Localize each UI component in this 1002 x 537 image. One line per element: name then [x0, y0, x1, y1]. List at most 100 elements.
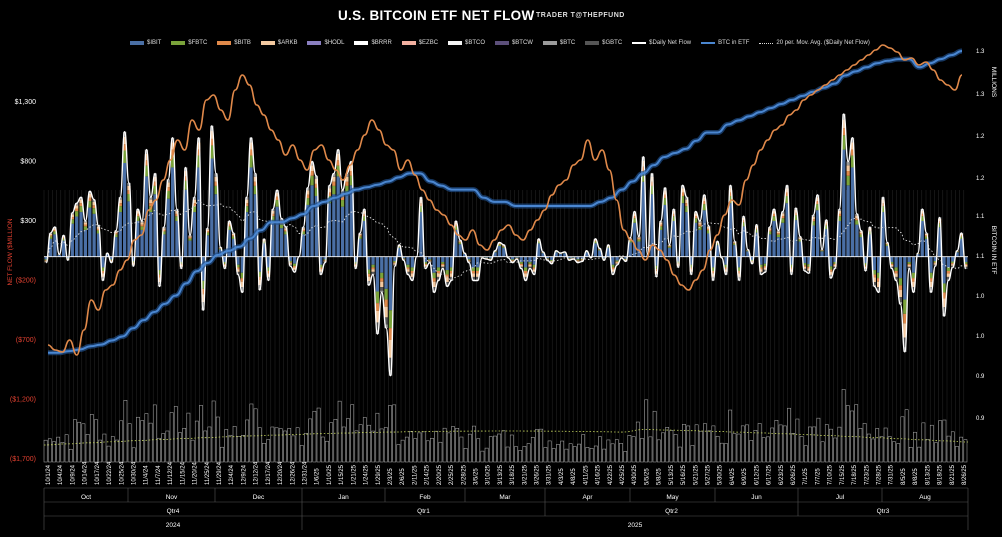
volume-bar	[934, 442, 938, 463]
flow-bar	[781, 211, 785, 214]
flow-bar	[70, 214, 74, 218]
flow-bar	[528, 263, 532, 266]
flow-bar	[924, 233, 929, 236]
flow-bar	[210, 158, 214, 257]
flow-bar	[711, 273, 715, 277]
flow-bar	[532, 271, 536, 274]
volume-bar	[434, 430, 439, 463]
flow-bar	[615, 262, 619, 264]
flow-bar	[641, 181, 645, 257]
flow-bar	[227, 226, 231, 230]
flow-bar	[693, 218, 698, 223]
flow-bar	[676, 263, 680, 265]
flow-bar	[763, 269, 767, 272]
legend-label: 20 per. Mov. Avg. ($Daily Net Flow)	[776, 40, 870, 46]
flow-bar	[384, 324, 388, 329]
flow-bar	[406, 256, 410, 265]
y2-tick-label: 0.9	[976, 374, 985, 380]
flow-bar	[367, 283, 371, 286]
flow-bar	[253, 176, 258, 182]
flow-bar	[249, 149, 253, 156]
flow-bar	[759, 269, 763, 272]
flow-bar	[262, 239, 266, 241]
flow-bar	[306, 198, 310, 205]
volume-bar	[858, 428, 863, 463]
y2-tick-label: 1.1	[976, 214, 985, 220]
flow-bar	[96, 233, 101, 257]
flow-bar	[70, 219, 74, 224]
flow-bar	[763, 267, 767, 270]
volume-bar	[946, 435, 951, 463]
x-tick-label: 7/31/25	[889, 464, 895, 485]
volume-bar	[47, 438, 52, 463]
flow-bar	[728, 196, 733, 204]
flow-bar	[885, 245, 890, 257]
flow-bar	[964, 268, 968, 269]
flow-bar	[66, 259, 70, 260]
flow-bar	[310, 161, 314, 166]
flow-bar	[205, 230, 210, 233]
volume-bar	[631, 436, 636, 463]
volume-bar	[446, 432, 451, 463]
flow-bar	[432, 272, 436, 279]
flow-bar	[550, 261, 554, 263]
flow-bar	[314, 183, 319, 188]
volume-bar	[455, 428, 460, 463]
flow-bar	[802, 263, 807, 266]
flow-bar	[715, 243, 720, 246]
flow-bar	[140, 221, 144, 223]
flow-bar	[397, 247, 401, 257]
x-tick-label: 5/30/25	[718, 464, 724, 485]
flow-bar	[44, 256, 48, 260]
flow-bar	[140, 229, 144, 257]
legend-label: $BRRR	[371, 40, 392, 46]
flow-bar	[929, 272, 933, 279]
flow-bar	[271, 216, 275, 221]
flow-bar	[933, 264, 937, 266]
flow-bar	[611, 256, 615, 265]
flow-bar	[380, 256, 384, 273]
flow-bar	[476, 276, 480, 280]
flow-bar	[253, 185, 258, 195]
flow-bar	[245, 199, 249, 204]
flow-bar	[523, 256, 528, 268]
flow-bar	[301, 231, 305, 235]
flow-bar	[733, 241, 737, 243]
volume-bar	[820, 441, 825, 463]
flow-bar	[458, 244, 462, 257]
legend-item: $ARKB	[260, 40, 298, 46]
legend-label: $BTCW	[511, 40, 533, 46]
flow-bar	[109, 260, 114, 262]
flow-bar	[650, 173, 654, 177]
x-tick-label: 4/16/25	[596, 464, 602, 485]
flow-bar	[214, 173, 218, 177]
flow-bar	[249, 155, 253, 168]
flow-bar	[715, 242, 720, 244]
flow-bar	[436, 270, 441, 274]
flow-bar	[890, 265, 894, 267]
flow-bar	[205, 229, 210, 231]
volume-bar	[648, 436, 653, 463]
volume-bar	[719, 442, 724, 463]
flow-bar	[903, 323, 907, 338]
volume-bar	[52, 441, 56, 463]
flow-bar	[528, 265, 532, 267]
volume-bar	[413, 438, 418, 463]
volume-bar	[299, 445, 304, 463]
flow-bar	[393, 264, 397, 266]
flow-bar	[131, 264, 135, 266]
volume-bar	[178, 432, 182, 463]
flow-bar	[192, 212, 197, 257]
flow-bar	[868, 229, 872, 232]
flow-bar	[850, 149, 855, 156]
flow-bar	[201, 294, 205, 303]
volume-bar	[539, 428, 544, 463]
flow-bar	[306, 204, 310, 257]
x-tick-label: 3/21/25	[522, 464, 528, 485]
flow-bar	[537, 241, 541, 244]
flow-bar	[61, 238, 66, 241]
flow-bar	[776, 237, 781, 257]
month-label: Feb	[419, 494, 431, 501]
flow-bar	[236, 269, 240, 272]
flow-bar	[689, 264, 693, 268]
